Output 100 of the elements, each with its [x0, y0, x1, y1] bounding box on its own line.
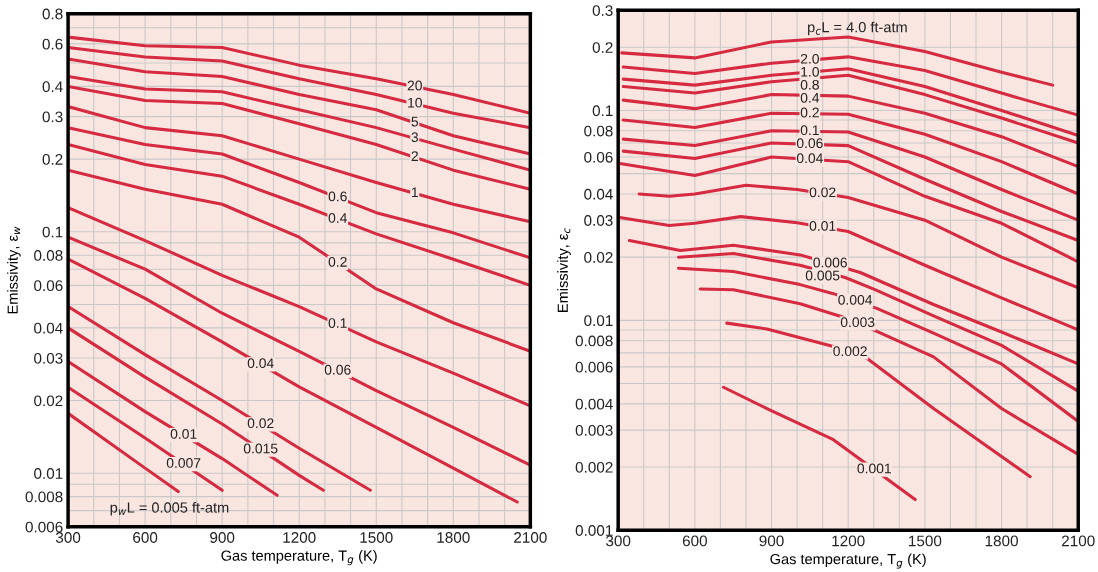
- x-tick-label: 1800: [985, 535, 1018, 547]
- series-label: 0.1: [800, 125, 819, 136]
- y-tick-label: 0.01: [34, 468, 63, 479]
- y-tick-label: 0.4: [42, 81, 63, 93]
- series-label: 0.1: [328, 318, 347, 328]
- x-tick-label: 1500: [909, 535, 942, 547]
- x-tick-label: 300: [55, 532, 81, 543]
- x-tick-label: 2100: [1062, 535, 1095, 547]
- series-label: 2.0: [800, 53, 819, 64]
- line-series: [68, 35, 531, 115]
- line-series: [621, 67, 1079, 137]
- y-tick-label: 0.1: [42, 226, 63, 238]
- series-label: 3: [411, 132, 419, 143]
- y-tick-label: 0.06: [584, 151, 613, 163]
- y-tick-label: 0.06: [34, 280, 63, 292]
- y-tick-label: 0.04: [34, 322, 63, 334]
- series-label: 0.001: [857, 463, 891, 474]
- x-tick-label: 1200: [832, 535, 865, 547]
- y-tick-label: 0.8: [42, 8, 63, 20]
- series-label: 0.007: [166, 458, 201, 468]
- series-label: 10: [408, 97, 422, 108]
- series-label: 0.015: [243, 443, 278, 454]
- y-tick-label: 0.1: [592, 105, 613, 117]
- series-label: 1.0: [801, 66, 819, 77]
- series-label: 0.8: [800, 79, 819, 90]
- series-label: 0.6: [328, 191, 347, 202]
- y-tick-label: 0.3: [592, 5, 613, 16]
- y-tick-label: 0.03: [584, 215, 613, 226]
- line-series: [618, 215, 1079, 332]
- line-series: [68, 45, 531, 130]
- y-axis-title: Emissivity, ε$_{c}$: [557, 228, 571, 312]
- series-label: p$_{c}$L = 4.0 ft-atm: [808, 21, 907, 36]
- series-label: 0.02: [247, 418, 274, 429]
- y-tick-label: 0.006: [25, 521, 63, 533]
- series-label: 0.06: [324, 364, 351, 375]
- series-label: 0.2: [800, 107, 819, 118]
- series-label: 0.002: [833, 346, 867, 357]
- y-tick-label: 0.001: [575, 525, 613, 536]
- line-series: [68, 142, 531, 287]
- line-series: [68, 257, 519, 504]
- series-label: 0.01: [170, 428, 197, 439]
- x-tick-label: 600: [682, 535, 707, 547]
- x-tick-label: 1200: [283, 532, 316, 543]
- x-tick-label: 300: [606, 535, 631, 547]
- line-series: [627, 239, 1079, 366]
- y-tick-label: 0.6: [42, 38, 63, 50]
- x-tick-label: 600: [133, 532, 158, 543]
- series-label: 0.4: [800, 92, 820, 103]
- series-label: 2: [411, 151, 418, 161]
- series-label: 1: [411, 187, 418, 197]
- series-label: 0.01: [809, 220, 836, 231]
- x-tick-label: 900: [210, 532, 235, 543]
- y-tick-label: 0.2: [592, 42, 613, 53]
- line-series: [68, 360, 279, 497]
- y-tick-label: 0.006: [575, 361, 613, 373]
- line-series: [637, 183, 1079, 290]
- y-tick-label: 0.2: [42, 153, 63, 165]
- y-tick-label: 0.04: [584, 188, 613, 200]
- y-tick-label: 0.004: [575, 398, 613, 410]
- x-tick-label: 900: [759, 535, 784, 547]
- line-series: [621, 55, 1079, 117]
- series-label: 0.003: [840, 317, 875, 328]
- y-tick-label: 0.08: [34, 250, 63, 261]
- series-label: 0.04: [247, 358, 274, 369]
- y-tick-label: 0.03: [34, 352, 63, 364]
- y-tick-label: 0.002: [575, 461, 613, 473]
- y-tick-label: 0.008: [25, 491, 63, 503]
- x-axis-title: Gas temperature, T$_{g}$ (K): [221, 550, 377, 566]
- line-series: [68, 326, 325, 492]
- y-tick-label: 0.02: [34, 395, 63, 407]
- y-tick-label: 0.01: [584, 315, 613, 327]
- series-label: 0.006: [813, 257, 847, 268]
- y-axis-title: Emissivity, ε$_{w}$: [7, 226, 21, 314]
- line-series: [68, 168, 531, 353]
- line-series: [68, 305, 372, 492]
- series-label: 0.06: [796, 138, 823, 149]
- y-tick-label: 0.008: [575, 335, 613, 347]
- series-label: 0.2: [328, 256, 347, 267]
- line-series: [68, 206, 531, 408]
- line-series: [676, 266, 1079, 423]
- series-label: 0.04: [796, 153, 823, 164]
- x-tick-label: 1500: [360, 532, 393, 543]
- series-label: 0.02: [809, 187, 836, 198]
- line-series: [68, 74, 531, 172]
- x-tick-label: 1800: [437, 532, 470, 543]
- y-tick-label: 0.3: [42, 111, 63, 123]
- series-label: 0.005: [805, 270, 840, 281]
- line-series: [676, 252, 1079, 393]
- series-label: p$_{w}$L = 0.005 ft-atm: [110, 502, 229, 516]
- line-series: [621, 93, 1079, 169]
- line-series: [68, 235, 531, 467]
- series-label: 0.004: [838, 294, 873, 305]
- y-tick-label: 0.08: [584, 125, 613, 137]
- x-axis-title: Gas temperature, T$_{g}$ (K): [770, 553, 926, 569]
- x-tick-label: 2100: [514, 532, 547, 543]
- series-label: 5: [411, 116, 419, 127]
- line-series: [698, 287, 1079, 456]
- y-tick-label: 0.003: [575, 424, 613, 436]
- series-label: 0.4: [328, 212, 347, 223]
- y-tick-label: 0.02: [584, 252, 613, 263]
